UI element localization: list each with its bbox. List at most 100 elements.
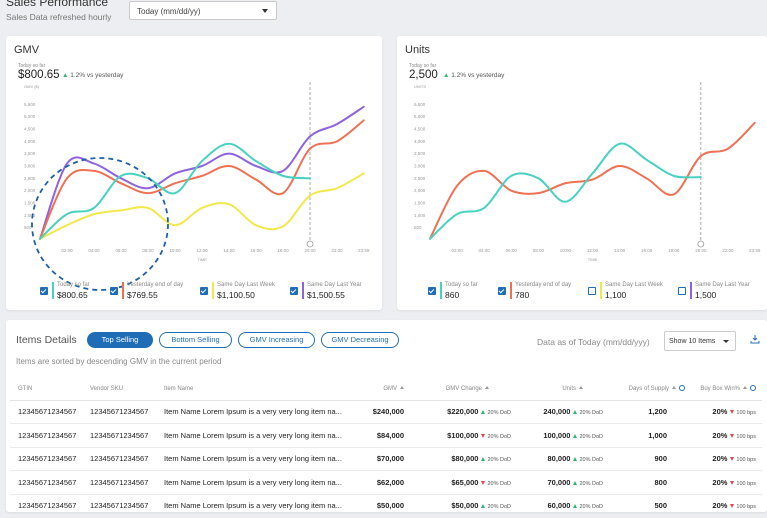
y-tick-label: 4,000	[24, 139, 36, 144]
col-units[interactable]: Units	[511, 378, 603, 401]
y-tick-label: 2,000	[414, 188, 426, 193]
legend-value: $769.55	[127, 290, 158, 300]
arrow-down-icon	[730, 457, 735, 462]
cell-gmv: $240,000	[344, 400, 404, 424]
cell-vendor-sku: 12345671234567	[90, 447, 164, 471]
units-value: 70,000	[547, 477, 571, 487]
legend-checkbox[interactable]	[588, 287, 596, 295]
legend-item[interactable]: Yesterday end of day 780	[498, 282, 598, 308]
cell-item-name[interactable]: Item Name Lorem Ipsum is a very very lon…	[164, 447, 344, 471]
cell-item-name[interactable]: Item Name Lorem Ipsum is a very very lon…	[164, 423, 344, 448]
table-row[interactable]: 12345671234567 12345671234567 Item Name Lo…	[10, 470, 762, 495]
legend-checkbox[interactable]	[290, 287, 298, 295]
cell-units: 60,000 20% DoD	[511, 494, 603, 518]
x-tick-label: 23:59	[358, 248, 370, 253]
legend-checkbox[interactable]	[110, 287, 118, 295]
legend-color-swatch	[600, 282, 602, 299]
download-icon[interactable]	[750, 334, 760, 344]
table-row[interactable]: 12345671234567 12345671234567 Item Name Lo…	[10, 447, 762, 471]
legend-checkbox[interactable]	[200, 287, 208, 295]
date-select[interactable]: Today (mm/dd/yy)	[129, 1, 277, 20]
info-icon[interactable]	[750, 385, 756, 392]
cell-units: 80,000 20% DoD	[511, 447, 603, 471]
table-row[interactable]: 12345671234567 12345671234567 Item Name Lo…	[10, 494, 762, 518]
legend-checkbox[interactable]	[40, 287, 48, 295]
col-buy-box-win[interactable]: Buy Box Win%	[685, 378, 762, 401]
tab-gmv-increasing[interactable]: GMV Increasing	[238, 332, 315, 348]
legend-checkbox[interactable]	[678, 287, 686, 295]
legend-item[interactable]: Same Day Last Year $1,500.55	[290, 282, 390, 308]
legend-checkbox[interactable]	[428, 287, 436, 295]
legend-color-swatch	[212, 282, 214, 299]
cell-item-name[interactable]: Item Name Lorem Ipsum is a very very lon…	[164, 470, 344, 495]
legend-item[interactable]: Today so far $800.65	[40, 282, 140, 308]
tab-top-selling[interactable]: Top Selling	[87, 332, 153, 348]
cell-gmv: $50,000	[344, 494, 404, 518]
cell-buy-box-win: 20% 100 bps	[685, 470, 762, 495]
x-tick-label: 10:00	[169, 248, 181, 253]
arrow-up-icon: ▲	[62, 72, 69, 79]
date-select-value: Today (mm/dd/yy)	[137, 7, 201, 16]
series-line-same-day-last-year	[39, 105, 365, 240]
gmv-change-value: $80,000	[451, 454, 479, 464]
x-tick-label: 04:00	[479, 248, 491, 253]
y-axis-unit: GMV ($)	[24, 84, 40, 89]
x-axis-unit: TIME	[588, 257, 598, 262]
cell-days-of-supply: 800	[603, 470, 685, 495]
col-gmv-change[interactable]: GMV Change	[404, 378, 511, 401]
gmv-dod: 20% DoD	[487, 433, 511, 440]
units-value: 2,500	[409, 69, 438, 81]
legend-item[interactable]: Same Day Last Year 1,500	[678, 282, 767, 308]
y-tick-label: 5,000	[414, 114, 426, 119]
legend-color-swatch	[122, 282, 124, 299]
items-table-body: 12345671234567 12345671234567 Item Name Lo…	[10, 400, 762, 518]
units-value: 80,000	[547, 454, 571, 464]
units-today-label: Today so far	[409, 63, 437, 69]
col-days-label: Days of Supply	[628, 386, 669, 393]
cell-gmv-change: $80,000 20% DoD	[404, 447, 511, 471]
legend-item[interactable]: Today so far 860	[428, 282, 528, 308]
legend-item[interactable]: Same Day Last Week 1,100	[588, 282, 688, 308]
units-value: 60,000	[547, 501, 571, 511]
arrow-up-icon: ▲	[443, 72, 450, 79]
cell-vendor-sku: 12345671234567	[90, 470, 164, 495]
gmv-legend: Today so far $800.65 Yesterday end of day $…	[40, 282, 370, 312]
cell-units: 240,000 20% DoD	[511, 400, 603, 424]
tab-bottom-selling[interactable]: Bottom Selling	[159, 332, 232, 348]
table-row[interactable]: 12345671234567 12345671234567 Item Name Lo…	[10, 423, 762, 448]
sort-icon	[579, 385, 583, 389]
tab-gmv-decreasing[interactable]: GMV Decreasing	[321, 332, 399, 348]
legend-item[interactable]: Same Day Last Week $1,100.50	[200, 282, 300, 308]
gmv-dod: 20% DoD	[487, 410, 511, 417]
y-tick-label: 3,500	[414, 151, 426, 156]
col-days-of-supply[interactable]: Days of Supply	[603, 378, 685, 401]
info-icon[interactable]	[679, 385, 685, 392]
current-time-handle[interactable]	[306, 240, 314, 248]
series-line-yesterday-end-of-day	[429, 121, 756, 240]
arrow-up-icon	[573, 480, 578, 485]
units-dod: 20% DoD	[579, 433, 603, 440]
series-line-yesterday-end-of-day	[39, 119, 365, 240]
col-gmv-change-label: GMV Change	[445, 385, 482, 392]
y-tick-label: 1,000	[414, 213, 426, 218]
col-gmv[interactable]: GMV	[344, 378, 404, 401]
table-row[interactable]: 12345671234567 12345671234567 Item Name Lo…	[10, 400, 762, 424]
sort-icon	[485, 385, 489, 389]
bbw-bps: 100 bps	[736, 457, 756, 464]
x-tick-label: 16:00	[641, 248, 653, 253]
cell-gtin: 12345671234567	[10, 400, 90, 424]
cell-days-of-supply: 1,200	[603, 400, 685, 424]
cell-item-name[interactable]: Item Name Lorem Ipsum is a very very lon…	[164, 494, 344, 518]
units-value: 100,000	[543, 430, 571, 440]
cell-vendor-sku: 12345671234567	[90, 494, 164, 518]
sort-icon	[672, 386, 676, 390]
x-axis-unit: TIME	[197, 257, 207, 262]
cell-units: 100,000 20% DoD	[511, 423, 603, 448]
legend-checkbox[interactable]	[498, 287, 506, 295]
legend-item[interactable]: Yesterday end of day $769.55	[110, 282, 210, 308]
units-value: 240,000	[543, 407, 571, 417]
current-time-handle[interactable]	[697, 240, 705, 248]
cell-item-name[interactable]: Item Name Lorem Ipsum is a very very lon…	[164, 400, 344, 424]
show-items-select[interactable]: Show 10 Items	[664, 331, 736, 351]
legend-label: Same Day Last Week	[605, 282, 663, 288]
